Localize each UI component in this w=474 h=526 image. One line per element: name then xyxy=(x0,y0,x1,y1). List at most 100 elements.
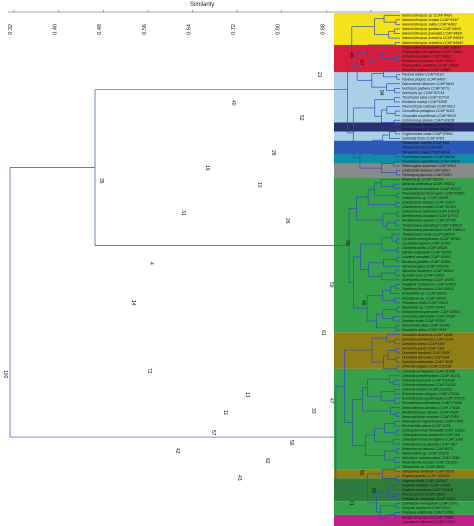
leaf-label: Chaetoceros sp. CCAP 1010/5 xyxy=(402,196,448,200)
leaf-label: Bangia atropurpurea CCAP 1364/1 xyxy=(402,515,455,519)
leaf-label: Rhodella maculata CCAP 1388/1 xyxy=(402,54,452,58)
leaf-label: Desmodesmus armatus CCAP 276/4A xyxy=(402,406,460,410)
node-support-label: 94 xyxy=(378,90,384,96)
leaf-label: Thalassiosira pseudonana CCAP 1085/12 xyxy=(402,228,465,232)
node-support-label: 4 xyxy=(148,262,154,265)
leaf-label: Chaetoceros simplex CCAP 1010/7 xyxy=(402,200,455,204)
leaf-label: Parachlorella kessleri CCAP 211/11H xyxy=(402,461,458,465)
leaf-labels: Nannochloropsis sp. CCAP 849/1 Nannochlor… xyxy=(401,13,466,523)
leaf-label: Ochromonas danica CCAP 933/2B xyxy=(402,118,455,122)
leaf-label: Surirella ovata CCAP 1079/1 xyxy=(402,319,445,323)
leaf-label: Dunaliella salina CCAP 19/18 xyxy=(402,328,446,332)
leaf-label: Chlorella kessleri CCAP 211/11G xyxy=(402,388,452,392)
leaf-label: Chrysotila roscoffensis CCAP 961/3 xyxy=(402,114,456,118)
axis-tick-label: 0.72 xyxy=(231,24,237,35)
leaf-label: Isochrysis sp. CCAP 927/14 xyxy=(402,91,444,95)
leaf-label: Thalassiosira rotula CCAP 1085/20 xyxy=(402,232,455,236)
leaf-label: Dunaliella acidophila CCAP 19/35 xyxy=(402,360,453,364)
node-support-label: 45 xyxy=(348,52,354,58)
leaf-label: Dunaliella viridis CCAP 19/3 xyxy=(402,342,444,346)
clade-color-band xyxy=(334,501,474,515)
leaf-label: Rhodosorus marinus CCAP 1391/1 xyxy=(402,59,455,63)
node-support-label: 35 xyxy=(98,178,104,184)
leaf-label: Nitzschia palea CCAP 1052/3A xyxy=(402,264,450,268)
leaf-label: Pediastrum boryanum CCAP 261/1 xyxy=(402,497,455,501)
leaf-label: Scenedesmus quadricauda CCAP 276/16 xyxy=(402,397,465,401)
leaf-label: Porphyridium sordidum CCAP 1380/4 xyxy=(402,64,459,68)
leaf-label: Chlamydomonas moewusii CCAP 11/5 xyxy=(402,433,460,437)
node-support-label: 59 xyxy=(328,282,334,288)
leaf-label: Tisochrysis lutea CCAP 927/14 xyxy=(402,96,449,100)
node-support-label: 26 xyxy=(284,218,290,224)
node-support-label: 13 xyxy=(244,392,250,398)
axis-tick-label: 0.80 xyxy=(276,24,282,35)
leaf-label: Lauderia annulata CCAP 1040/1 xyxy=(402,255,451,259)
node-support-label: 56 xyxy=(288,440,294,446)
leaf-label: Dunaliella tertiolecta CCAP 19/6B xyxy=(402,333,453,337)
leaf-label: Porphyridium purpureum CCAP 1380/1 xyxy=(402,45,461,49)
node-support-labels: 35 14 4 40 19 28 72 42 57 43 62 56 33 47 31 13 11 10 52 21 4… xyxy=(98,52,384,506)
leaf-label: Pavlova lutheri CCAP 931/1 xyxy=(402,73,444,77)
leaf-label: Cyclotella meneghiniana CCAP 1070/1 xyxy=(402,237,461,241)
clade-color-band xyxy=(334,332,474,369)
axis-tick-label: 0.48 xyxy=(97,24,103,35)
axis-tick-label: 0.88 xyxy=(320,24,326,35)
leaf-label: Tabellaria flocculosa CCAP 1081/1 xyxy=(402,287,454,291)
node-support-label: 31 xyxy=(180,210,186,216)
leaf-label: Stauroneis sp. CCAP 1074/1 xyxy=(402,305,445,309)
leaf-label: Porphyridium aerugineum CCAP 1380/2 xyxy=(402,50,462,54)
similarity-axis-title: Similarity xyxy=(190,2,214,8)
leaf-label: Botryococcus braunii CCAP 807/1 xyxy=(402,447,453,451)
leaf-label: Chlorella minutissima CCAP 211/52 xyxy=(402,383,456,387)
leaf-label: Chlorella vulgaris CCAP 211/11B xyxy=(402,365,452,369)
leaf-label: Dunaliella bioculata CCAP 19/4 xyxy=(402,356,449,360)
node-support-label: 80 xyxy=(370,488,376,494)
leaf-label: Fragilaria crotonensis CCAP 1029/2 xyxy=(402,283,456,287)
node-support-label: 52 xyxy=(298,115,304,121)
node-support-label: 61 xyxy=(320,330,326,336)
clade-color-band xyxy=(334,131,474,141)
leaf-label: Kirchneriella obesa CCAP 237/1 xyxy=(402,424,451,428)
leaf-label: Cyclotella cryptica CCAP 1070/2 xyxy=(402,242,451,246)
leaf-label: Scenedesmus obliquus CCAP 276/3A xyxy=(402,392,460,396)
leaf-label: Emiliania huxleyi CCAP 920/8 xyxy=(402,100,447,104)
leaf-label: Cocconeis placentula CCAP 1018/1 xyxy=(402,315,456,319)
node-support-label: 19 xyxy=(204,165,210,171)
leaf-label: Pinnularia viridis CCAP 1061/1 xyxy=(402,301,448,305)
leaf-label: Skeletonema costatum CCAP 1077/1 xyxy=(402,214,458,218)
leaf-label: Scenedesmus dimorphus CCAP 276/48 xyxy=(402,401,462,405)
leaf-label: Ankistrodesmus falcatus CCAP 202/5 xyxy=(401,410,459,414)
leaf-label: Diacronema vlkianum CCAP 940/1 xyxy=(402,82,454,86)
clade-color-band xyxy=(334,368,474,470)
leaf-label: Haematococcus pluvialis CCAP 34/7 xyxy=(402,442,457,446)
leaf-label: Nannochloropsis oceanica CCAP 849/10 xyxy=(402,36,463,40)
leaf-label: Skeletonema marinoi CCAP 1077/5 xyxy=(402,219,456,223)
leaf-label: Odontella aurita CCAP 1054/1 xyxy=(402,246,448,250)
leaf-label: Dunaliella parva CCAP 19/9 xyxy=(402,346,444,350)
leaf-label: Nannochloropsis salina CCAP 849/2 xyxy=(402,23,457,27)
leaf-label: Entomoneis alata CCAP 1024/1 xyxy=(402,324,450,328)
leaf-label: Tetraselmis suecica CCAP 66/4 xyxy=(402,141,450,145)
leaf-label: Chlorella sorokiniana CCAP 211/8K xyxy=(402,369,456,373)
leaf-label: Synedra acus CCAP 1080/2 xyxy=(402,273,444,277)
leaf-label: Selenastrum capricornutum CCAP 278/4 xyxy=(402,419,463,423)
color-bands xyxy=(334,13,474,526)
leaf-label: Pleurochrysis carterae CCAP 961/1 xyxy=(402,105,456,109)
leaf-label: Nannochloropsis sp. CCAP 849/1 xyxy=(402,13,452,17)
node-support-label: 21 xyxy=(316,72,322,78)
leaf-label: Euglena mutabilis CCAP 1224/9 xyxy=(402,483,450,487)
leaf-label: Chlamydomonas noctigama CCAP 11/41 xyxy=(402,438,464,442)
leaf-label: Nannochloropsis granulata CCAP 849/6 xyxy=(402,32,462,36)
node-support-label: 57 xyxy=(210,430,216,436)
leaf-label: Euglena viridis CCAP 1224/17 xyxy=(402,479,448,483)
node-support-label: 71 xyxy=(348,500,354,506)
leaf-label: Chaetoceros calcitrans CCAP 1010/11 xyxy=(402,210,460,214)
leaf-label: Nitzschia closterium CCAP 1052/4 xyxy=(402,269,454,273)
node-support-label: 43 xyxy=(236,475,242,481)
leaf-label: Bacillaria paxillifer CCAP 1006/1 xyxy=(402,260,451,264)
leaf-label: Euglena gracilis CCAP 1224/5Z xyxy=(402,474,450,478)
leaf-label: Gomphonema parvulum CCAP 1030/1 xyxy=(402,310,460,314)
node-support-label: 67 xyxy=(358,60,364,66)
leaf-label: Guillardia theta CCAP 978/1 xyxy=(402,137,445,141)
leaf-label: Phaeodactylum tricornutum CCAP 1055/1 xyxy=(402,191,465,195)
